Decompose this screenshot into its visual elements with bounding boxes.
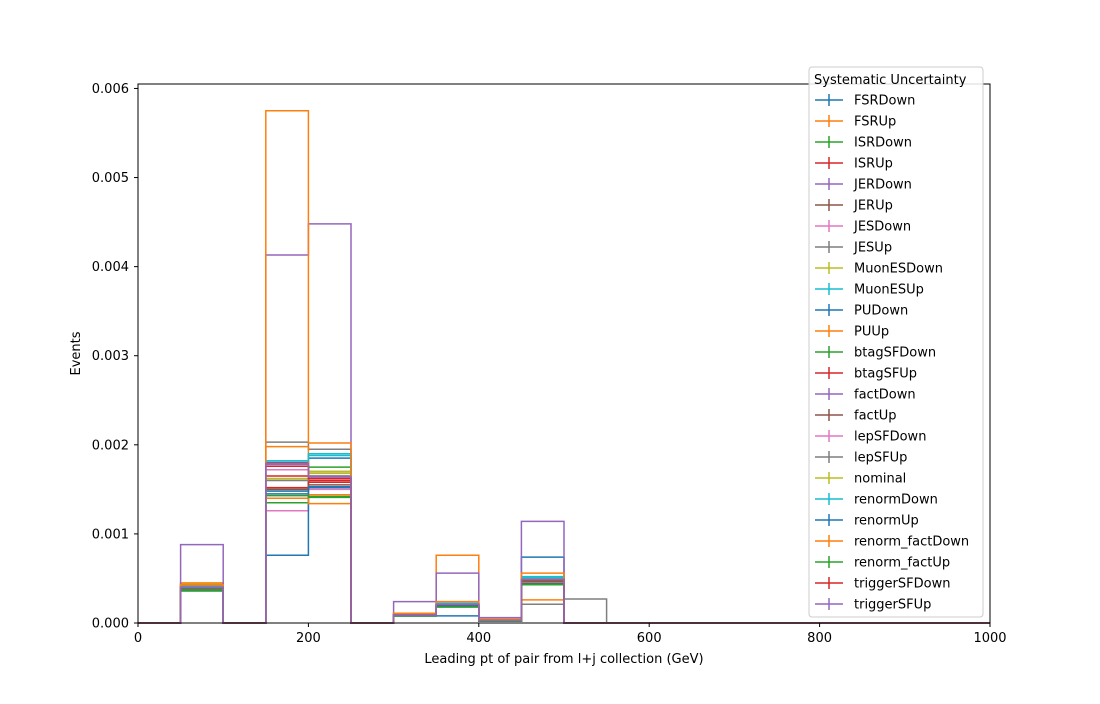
legend-item-nominal: nominal: [815, 472, 906, 487]
x-tick-label: 600: [637, 631, 662, 646]
y-tick-label: 0.000: [92, 617, 129, 632]
x-tick-label: 0: [134, 631, 142, 646]
x-axis-label: Leading pt of pair from l+j collection (…: [424, 652, 703, 667]
legend-label: FSRUp: [854, 115, 896, 130]
legend-item-btagSFDown: btagSFDown: [815, 346, 936, 361]
legend-label: MuonESUp: [854, 283, 924, 298]
legend-label: PUUp: [854, 325, 889, 340]
legend-label: renormDown: [854, 493, 938, 508]
legend-item-MuonESUp: MuonESUp: [815, 283, 924, 298]
legend-box: [808, 66, 984, 618]
legend-item-FSRDown: FSRDown: [815, 94, 915, 109]
legend-item-JERDown: JERDown: [815, 178, 912, 193]
legend: Systematic Uncertainty FSRDown FSRUp ISRDo…: [808, 66, 984, 618]
legend-label: ISRDown: [854, 136, 912, 151]
plot-frame: [137, 83, 991, 624]
legend-item-renorm_factDown: renorm_factDown: [815, 535, 969, 550]
y-tick-label: 0.006: [92, 82, 129, 97]
legend-label: renorm_factDown: [854, 535, 969, 550]
y-tick-label: 0.003: [92, 349, 129, 364]
legend-item-renormUp: renormUp: [815, 514, 919, 529]
legend-label: lepSFUp: [854, 451, 907, 466]
legend-title: Systematic Uncertainty: [814, 73, 967, 88]
y-tick-label: 0.004: [92, 260, 129, 275]
legend-label: JERUp: [853, 199, 893, 214]
y-tick-label: 0.005: [92, 171, 129, 186]
legend-item-ISRDown: ISRDown: [815, 136, 912, 151]
x-tick-label: 800: [807, 631, 832, 646]
legend-label: renorm_factUp: [854, 556, 950, 571]
legend-item-factUp: factUp: [815, 409, 897, 424]
legend-label: JESUp: [853, 241, 892, 256]
legend-item-lepSFDown: lepSFDown: [815, 430, 926, 445]
legend-label: FSRDown: [854, 94, 915, 109]
legend-item-MuonESDown: MuonESDown: [815, 262, 943, 277]
legend-item-FSRUp: FSRUp: [815, 115, 896, 130]
y-tick-label: 0.002: [92, 438, 129, 453]
legend-item-triggerSFUp: triggerSFUp: [815, 598, 931, 613]
x-tick-label: 400: [466, 631, 491, 646]
legend-items: FSRDown FSRUp ISRDown ISRUp JERDown JERUp JESD…: [815, 94, 969, 613]
legend-label: renormUp: [854, 514, 919, 529]
legend-item-triggerSFDown: triggerSFDown: [815, 577, 950, 592]
legend-label: btagSFDown: [854, 346, 936, 361]
legend-label: JESDown: [853, 220, 911, 235]
legend-label: lepSFDown: [854, 430, 926, 445]
y-axis-label: Events: [69, 331, 84, 375]
y-tick-label: 0.001: [92, 527, 129, 542]
legend-item-JESDown: JESDown: [815, 220, 911, 235]
legend-label: factUp: [854, 409, 897, 424]
legend-item-renormDown: renormDown: [815, 493, 938, 508]
legend-item-JERUp: JERUp: [815, 199, 893, 214]
legend-item-factDown: factDown: [815, 388, 916, 403]
legend-item-PUDown: PUDown: [815, 304, 908, 319]
x-tick-label: 200: [296, 631, 321, 646]
legend-label: triggerSFDown: [854, 577, 950, 592]
legend-label: btagSFUp: [854, 367, 917, 382]
legend-label: ISRUp: [854, 157, 893, 172]
x-tick-label: 1000: [973, 631, 1006, 646]
x-axis: 0 200 400 600 800 1000: [134, 623, 1007, 646]
legend-label: factDown: [854, 388, 916, 403]
y-axis: 0.000 0.001 0.002 0.003 0.004 0.005 0.006: [92, 82, 138, 632]
legend-label: triggerSFUp: [854, 598, 931, 613]
legend-item-renorm_factUp: renorm_factUp: [815, 556, 950, 571]
legend-item-JESUp: JESUp: [815, 241, 892, 256]
legend-item-ISRUp: ISRUp: [815, 157, 893, 172]
legend-label: MuonESDown: [854, 262, 943, 277]
legend-label: PUDown: [854, 304, 908, 319]
legend-item-lepSFUp: lepSFUp: [815, 451, 907, 466]
legend-item-PUUp: PUUp: [815, 325, 889, 340]
legend-item-btagSFUp: btagSFUp: [815, 367, 917, 382]
legend-label: JERDown: [853, 178, 912, 193]
legend-label: nominal: [854, 472, 906, 487]
